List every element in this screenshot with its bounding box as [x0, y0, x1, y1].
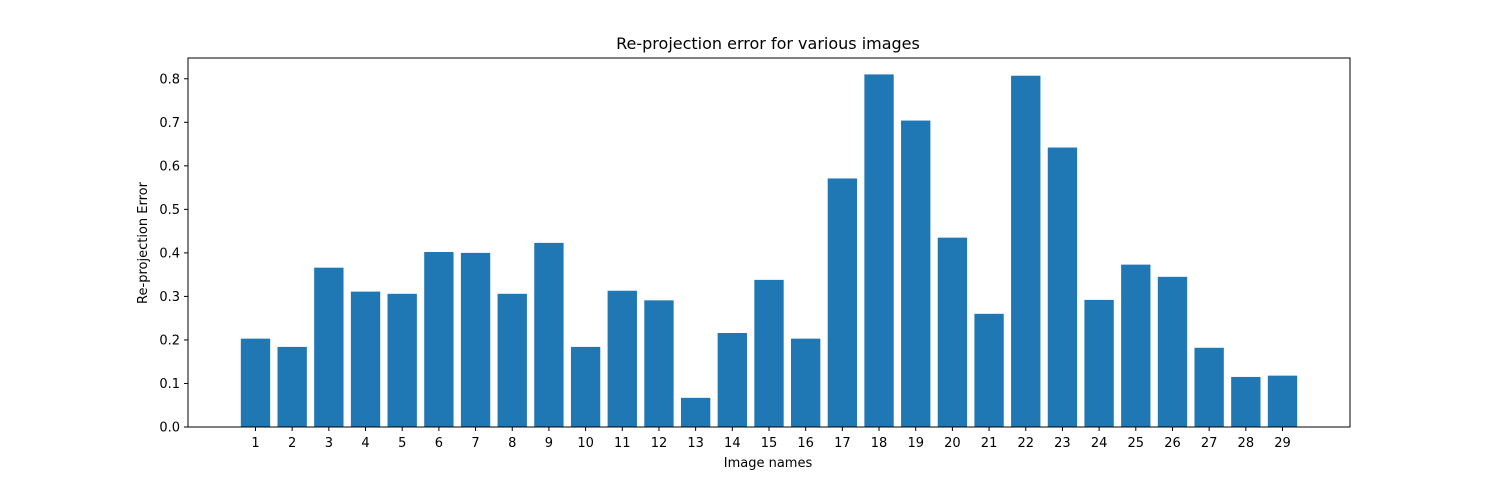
x-tick-label: 20: [944, 436, 961, 451]
x-tick-label: 22: [1017, 436, 1034, 451]
y-axis: 0.0 0.1 0.2 0.3 0.4 0.5 0.6 0.7 0.8: [159, 72, 188, 436]
x-tick-label: 5: [398, 436, 406, 451]
x-tick-label: 24: [1091, 436, 1108, 451]
x-tick-label: 11: [614, 436, 631, 451]
bar-6: [424, 252, 454, 427]
y-tick-label: 0.4: [159, 246, 180, 261]
bar-13: [680, 397, 711, 427]
bar-5: [387, 293, 417, 427]
y-tick-label: 0.8: [159, 72, 180, 87]
bar-11: [607, 290, 637, 427]
y-tick-label: 0.7: [159, 116, 180, 131]
y-tick-label: 0.1: [159, 377, 180, 392]
bar-22: [1011, 75, 1041, 427]
bar-10: [570, 346, 601, 427]
y-tick-label: 0.0: [159, 421, 180, 436]
y-tick-label: 0.6: [159, 159, 180, 174]
plot-frame: [187, 57, 1351, 428]
bar-9: [534, 242, 564, 427]
bar-25: [1121, 264, 1151, 427]
x-tick-label: 23: [1054, 436, 1071, 451]
x-tick-label: 26: [1164, 436, 1181, 451]
x-tick-label: 17: [834, 436, 851, 451]
bar-26: [1157, 276, 1188, 427]
bar-series: [240, 74, 1298, 428]
x-tick-label: 16: [797, 436, 814, 451]
x-tick-label: 14: [724, 436, 741, 451]
x-tick-label: 6: [435, 436, 443, 451]
bar-8: [497, 293, 527, 427]
bar-12: [644, 300, 674, 427]
x-tick-label: 19: [907, 436, 924, 451]
bar-18: [864, 74, 894, 427]
bar-20: [937, 237, 968, 427]
bar-29: [1267, 375, 1298, 427]
x-tick-label: 28: [1238, 436, 1255, 451]
x-axis: 1 2 3 4 5 6 7 8 9 10 11 12 13 14 15 16 17 18 19 20 21 22 23 24 2…: [251, 427, 1291, 451]
bar-14: [717, 332, 747, 427]
x-tick-label: 15: [761, 436, 778, 451]
y-tick-label: 0.5: [159, 203, 180, 218]
x-tick-label: 25: [1128, 436, 1145, 451]
x-tick-label: 1: [251, 436, 259, 451]
bar-19: [901, 120, 931, 428]
x-tick-label: 3: [325, 436, 333, 451]
bar-28: [1231, 376, 1261, 427]
x-tick-label: 10: [577, 436, 594, 451]
x-tick-label: 9: [545, 436, 553, 451]
bar-16: [791, 338, 821, 427]
y-axis-title: Re-projection Error: [136, 181, 151, 304]
bar-4: [350, 291, 381, 427]
x-tick-label: 18: [871, 436, 888, 451]
y-tick-label: 0.2: [159, 333, 180, 348]
x-tick-label: 12: [651, 436, 668, 451]
bar-17: [827, 178, 858, 427]
bar-24: [1084, 299, 1114, 427]
bar-15: [754, 279, 784, 427]
bar-23: [1047, 147, 1078, 428]
x-tick-label: 21: [981, 436, 998, 451]
x-tick-label: 4: [361, 436, 369, 451]
bar-7: [460, 252, 491, 427]
bar-27: [1194, 347, 1224, 427]
x-tick-label: 27: [1201, 436, 1218, 451]
bar-3: [314, 267, 344, 427]
x-tick-label: 29: [1274, 436, 1291, 451]
bar-2: [277, 346, 307, 427]
x-tick-label: 13: [687, 436, 704, 451]
x-tick-label: 8: [508, 436, 516, 451]
x-axis-title: Image names: [724, 456, 813, 471]
bar-21: [974, 313, 1004, 427]
y-tick-label: 0.3: [159, 290, 180, 305]
x-tick-label: 7: [471, 436, 479, 451]
x-tick-label: 2: [288, 436, 296, 451]
bar-1: [240, 338, 271, 427]
chart-title: Re-projection error for various images: [616, 34, 920, 53]
